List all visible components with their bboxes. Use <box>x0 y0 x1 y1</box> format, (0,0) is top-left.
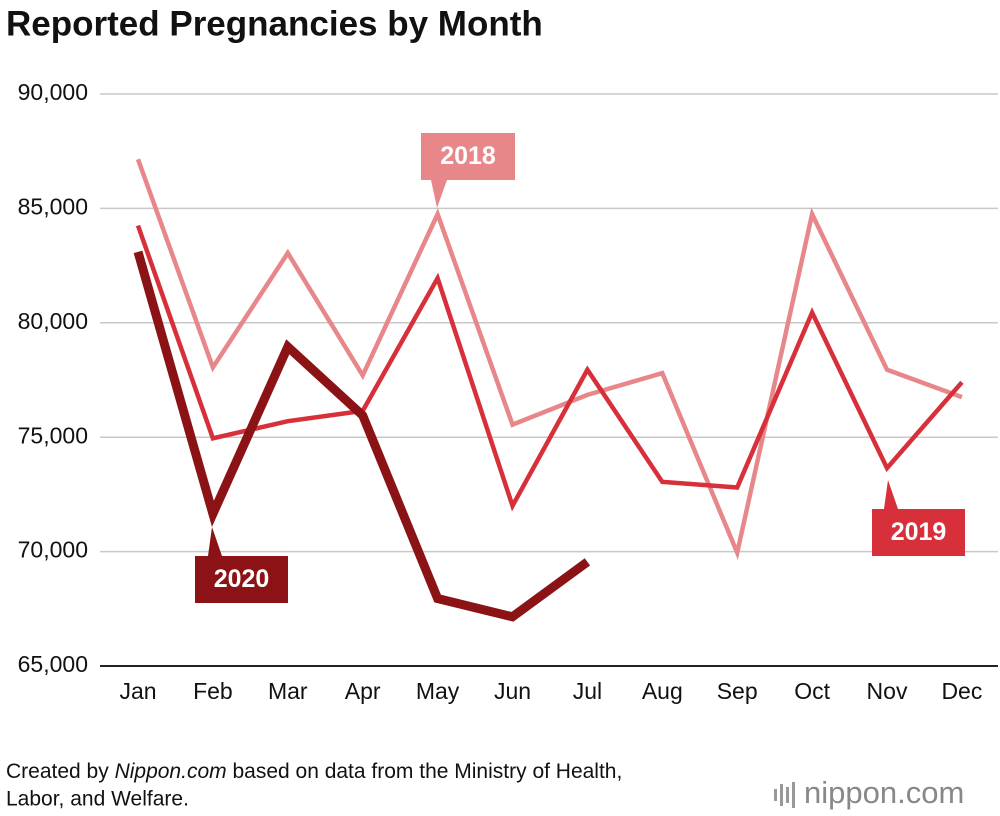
legend-label: 2018 <box>440 142 496 170</box>
x-tick-label: Nov <box>867 678 908 704</box>
callout-box <box>872 509 965 556</box>
x-tick-label: Jan <box>119 678 156 704</box>
series-line <box>133 250 591 622</box>
chart-title: Reported Pregnancies by Month <box>6 4 543 43</box>
x-tick-label: Feb <box>193 678 233 704</box>
y-tick-label: 75,000 <box>18 422 88 448</box>
x-tick-label: Sep <box>717 678 758 704</box>
series-line <box>135 158 963 561</box>
source-part: based on data from the Ministry of Healt… <box>227 760 623 783</box>
series-line <box>135 224 964 512</box>
source-note: Created by Nippon.com based on data from… <box>6 760 622 783</box>
x-tick-label: May <box>416 678 460 704</box>
x-tick-label: Jun <box>494 678 531 704</box>
x-tick-label: Jul <box>573 678 602 704</box>
x-tick-label: Apr <box>345 678 381 704</box>
x-tick-label: Dec <box>941 678 982 704</box>
source-part: Created by <box>6 760 115 783</box>
y-tick-label: 80,000 <box>18 308 88 334</box>
legend-label: 2019 <box>891 518 947 546</box>
y-tick-label: 70,000 <box>18 537 88 563</box>
callout-pointer <box>884 480 898 509</box>
legend-label: 2020 <box>214 565 270 593</box>
x-tick-label: Aug <box>642 678 683 704</box>
logo: nippon.com <box>804 775 964 810</box>
y-tick-label: 90,000 <box>18 79 88 105</box>
y-tick-label: 65,000 <box>18 651 88 677</box>
callout-box <box>421 133 515 180</box>
x-tick-label: Oct <box>794 678 830 704</box>
y-tick-label: 85,000 <box>18 193 88 219</box>
source-part: Nippon.com <box>115 760 227 783</box>
callout-box <box>195 556 288 603</box>
source-note: Labor, and Welfare. <box>6 788 189 811</box>
logo-icon <box>774 782 795 808</box>
x-tick-label: Mar <box>268 678 308 704</box>
callout-pointer <box>431 180 447 208</box>
callout-pointer <box>208 527 222 556</box>
